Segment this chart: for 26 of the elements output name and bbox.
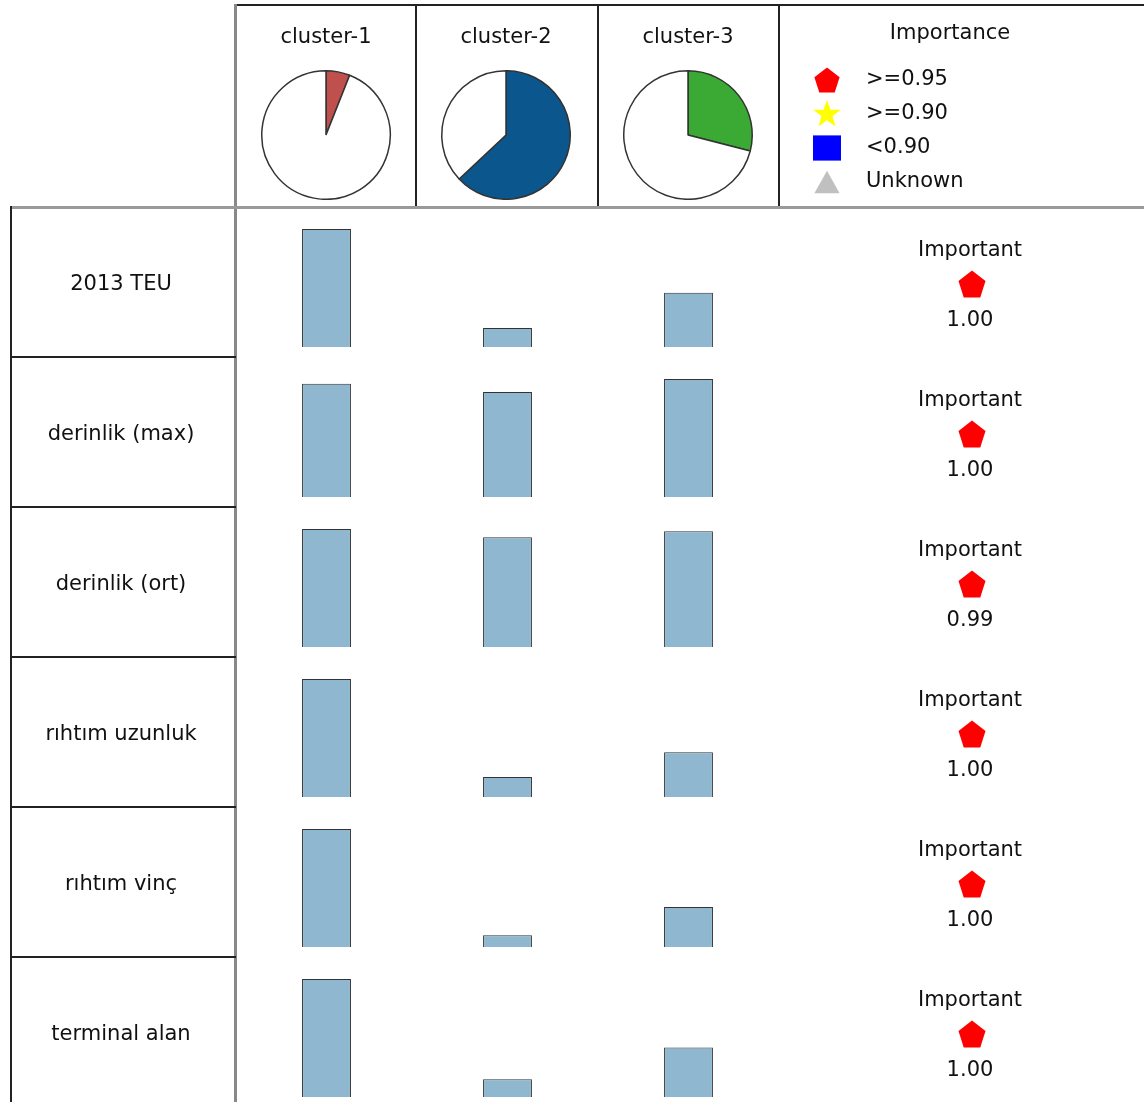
text: <0.90 bbox=[866, 134, 931, 158]
text: 1.00 bbox=[945, 1057, 995, 1081]
text: 0.99 bbox=[945, 607, 995, 631]
text: rıhtım uzunluk bbox=[44, 721, 198, 745]
text: derinlik (ort) bbox=[54, 571, 188, 595]
text: Important bbox=[916, 987, 1024, 1011]
text: 1.00 bbox=[945, 757, 995, 781]
text: Important bbox=[916, 837, 1024, 861]
text: Importance bbox=[888, 20, 1012, 44]
text: rıhtım vinç bbox=[63, 871, 179, 895]
chart-title: cluster-1 bbox=[279, 24, 373, 48]
text: Important bbox=[916, 687, 1024, 711]
text: 1.00 bbox=[945, 307, 995, 331]
text: Important bbox=[916, 387, 1024, 411]
text: Unknown bbox=[866, 168, 964, 192]
text: 1.00 bbox=[945, 907, 995, 931]
text: Important bbox=[916, 537, 1024, 561]
chart-title: cluster-2 bbox=[459, 24, 553, 48]
text: derinlik (max) bbox=[46, 421, 196, 445]
text: 1.00 bbox=[945, 457, 995, 481]
chart-title: cluster-3 bbox=[641, 24, 735, 48]
text: >=0.90 bbox=[866, 100, 948, 124]
text: Important bbox=[916, 237, 1024, 261]
text: >=0.95 bbox=[866, 66, 948, 90]
text: 2013 TEU bbox=[69, 271, 173, 295]
text: terminal alan bbox=[50, 1021, 192, 1045]
